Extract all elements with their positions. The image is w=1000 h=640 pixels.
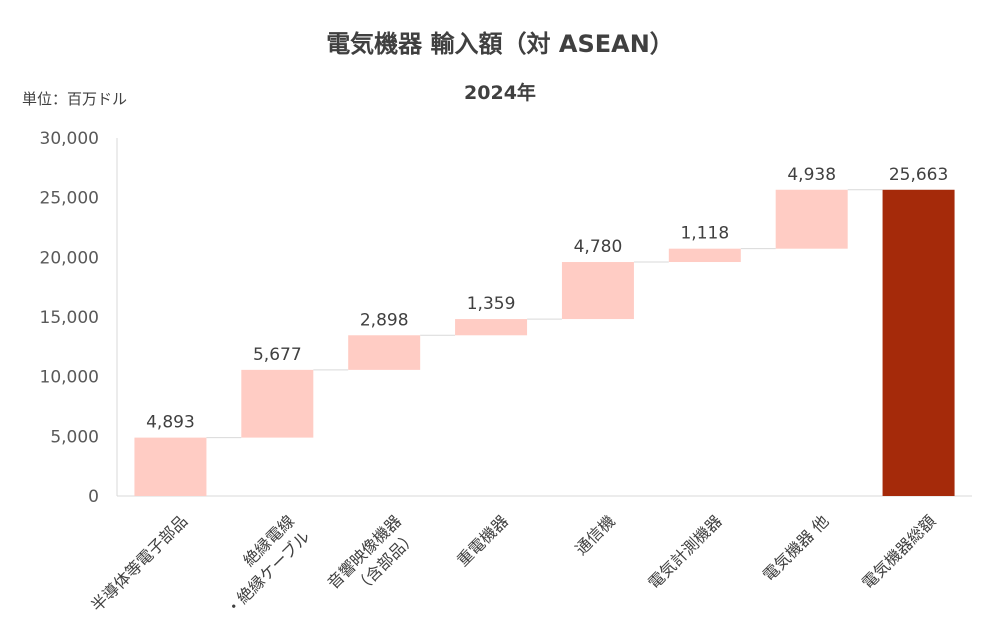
data-label: 4,780: [574, 237, 623, 257]
y-tick-label: 0: [88, 487, 99, 507]
waterfall-bar: [775, 189, 848, 249]
x-category-label: 電気計測機器: [644, 511, 725, 592]
y-tick-label: 15,000: [40, 308, 99, 328]
data-label: 1,118: [680, 224, 729, 244]
x-category-label-line: 半導体等電子部品: [87, 511, 191, 615]
data-label: 4,938: [787, 165, 836, 185]
data-label: 25,663: [889, 165, 948, 185]
x-category-label: 通信機: [571, 511, 618, 558]
waterfall-bar: [241, 369, 314, 438]
data-label: 5,677: [253, 345, 302, 365]
data-label: 2,898: [360, 310, 409, 330]
unit-label: 単位：百万ドル: [22, 90, 128, 108]
y-tick-label: 20,000: [40, 248, 99, 268]
waterfall-bar: [455, 319, 528, 336]
waterfall-bar: [134, 437, 207, 496]
y-tick-label: 25,000: [40, 189, 99, 209]
waterfall-bar: [882, 189, 955, 496]
waterfall-bar: [561, 262, 634, 320]
x-category-label-line: 電気機器総額: [858, 511, 939, 592]
x-category-label: 半導体等電子部品: [87, 511, 191, 615]
data-label: 1,359: [467, 294, 516, 314]
x-category-label-line: 通信機: [571, 511, 618, 558]
y-tick-label: 10,000: [40, 368, 99, 388]
x-category-label: 電気機器総額: [858, 511, 939, 592]
x-category-label-line: 電気計測機器: [644, 511, 725, 592]
chart-subtitle: 2024年: [464, 82, 536, 104]
waterfall-bar: [668, 248, 741, 263]
y-tick-label: 30,000: [40, 129, 99, 149]
data-label: 4,893: [146, 413, 195, 433]
x-category-label: 絶縁電線・絶縁ケーブル: [222, 511, 314, 619]
chart-title: 電気機器 輸入額（対 ASEAN）: [326, 30, 674, 58]
x-category-label: 電気機器 他: [759, 511, 833, 585]
x-category-label: 重電機器: [453, 511, 512, 570]
y-tick-label: 5,000: [50, 427, 99, 447]
x-category-label-line: 電気機器 他: [759, 511, 833, 585]
x-category-label: 音響映像機器（含部品）: [324, 511, 421, 597]
waterfall-bar: [348, 335, 421, 370]
x-category-label-line: 重電機器: [453, 511, 512, 570]
